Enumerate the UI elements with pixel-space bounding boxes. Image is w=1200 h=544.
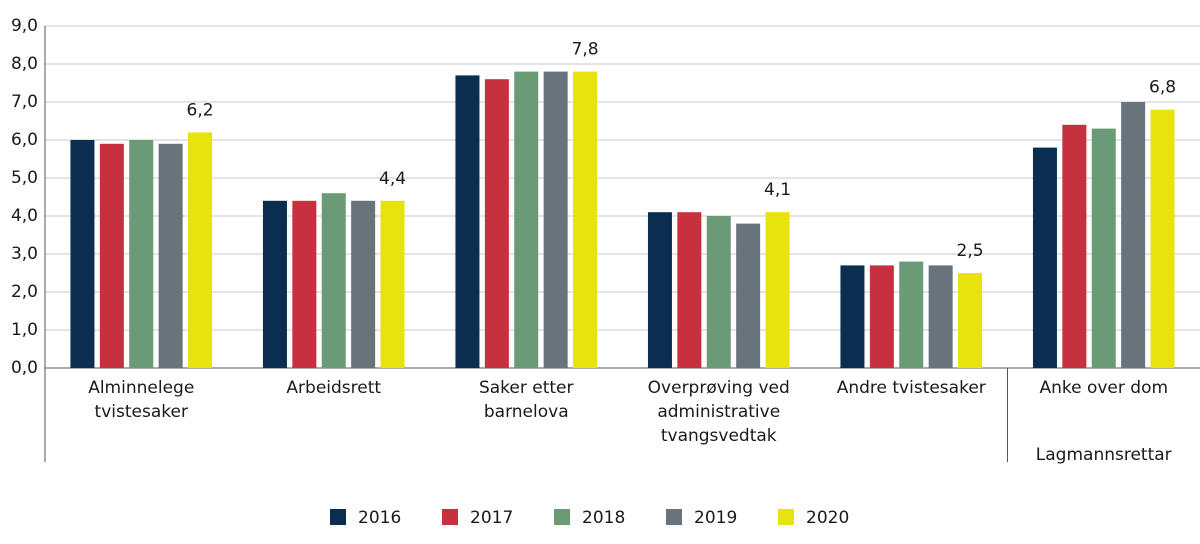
x-tick-label: Andre tvistesaker bbox=[837, 378, 986, 398]
bar bbox=[573, 71, 598, 368]
bar bbox=[677, 212, 702, 368]
bar bbox=[484, 79, 509, 368]
x-tick-label: Overprøving ved administrative tvangsvedta… bbox=[648, 378, 790, 446]
bar bbox=[99, 143, 124, 368]
y-tick-label: 1,0 bbox=[11, 320, 38, 340]
y-tick-label: 4,0 bbox=[11, 206, 38, 226]
bar bbox=[899, 261, 924, 368]
bar bbox=[1150, 109, 1175, 368]
y-tick-label: 2,0 bbox=[11, 282, 38, 302]
bar bbox=[1121, 102, 1146, 368]
bar bbox=[514, 71, 539, 368]
legend-swatch bbox=[554, 509, 570, 525]
data-label: 4,4 bbox=[379, 169, 406, 189]
legend-label: 2018 bbox=[582, 508, 625, 528]
bar bbox=[70, 140, 95, 368]
category-group-label: Lagmannsrettar bbox=[1036, 445, 1172, 465]
bar bbox=[543, 71, 568, 368]
bar bbox=[292, 200, 317, 368]
bar bbox=[765, 212, 790, 368]
legend-swatch bbox=[666, 509, 682, 525]
bar bbox=[321, 193, 346, 368]
x-tick-label: Arbeidsrett bbox=[286, 378, 381, 398]
legend-swatch bbox=[442, 509, 458, 525]
legend-label: 2020 bbox=[806, 508, 849, 528]
data-label: 7,8 bbox=[572, 40, 599, 60]
bar bbox=[869, 265, 894, 368]
legend-label: 2019 bbox=[694, 508, 737, 528]
x-tick-label: Saker etter barnelova bbox=[479, 378, 574, 422]
bar bbox=[1091, 128, 1116, 368]
bar bbox=[1032, 147, 1057, 368]
y-tick-label: 3,0 bbox=[11, 244, 38, 264]
x-tick-label: Anke over dom bbox=[1039, 378, 1168, 398]
legend-label: 2016 bbox=[358, 508, 401, 528]
legend-swatch bbox=[330, 509, 346, 525]
bar bbox=[351, 200, 376, 368]
bar bbox=[840, 265, 865, 368]
bar bbox=[928, 265, 953, 368]
legend-label: 2017 bbox=[470, 508, 513, 528]
bar bbox=[129, 140, 154, 368]
bar bbox=[455, 75, 480, 369]
bar bbox=[188, 132, 213, 368]
bar bbox=[736, 223, 761, 368]
y-tick-label: 9,0 bbox=[11, 16, 38, 36]
y-tick-label: 7,0 bbox=[11, 92, 38, 112]
data-label: 6,2 bbox=[187, 100, 214, 120]
bar bbox=[1062, 124, 1087, 368]
bar bbox=[380, 200, 405, 368]
legend-swatch bbox=[778, 509, 794, 525]
y-tick-label: 0,0 bbox=[11, 358, 38, 378]
bar bbox=[647, 212, 672, 368]
bar bbox=[958, 273, 983, 368]
data-label: 4,1 bbox=[764, 180, 791, 200]
bar bbox=[706, 216, 731, 368]
data-label: 2,5 bbox=[957, 241, 984, 261]
bar bbox=[158, 143, 183, 368]
data-label: 6,8 bbox=[1149, 78, 1176, 98]
y-tick-label: 8,0 bbox=[11, 54, 38, 74]
bar bbox=[262, 200, 287, 368]
y-tick-label: 6,0 bbox=[11, 130, 38, 150]
x-tick-label: Alminnelege tvistesaker bbox=[88, 378, 194, 422]
y-tick-label: 5,0 bbox=[11, 168, 38, 188]
